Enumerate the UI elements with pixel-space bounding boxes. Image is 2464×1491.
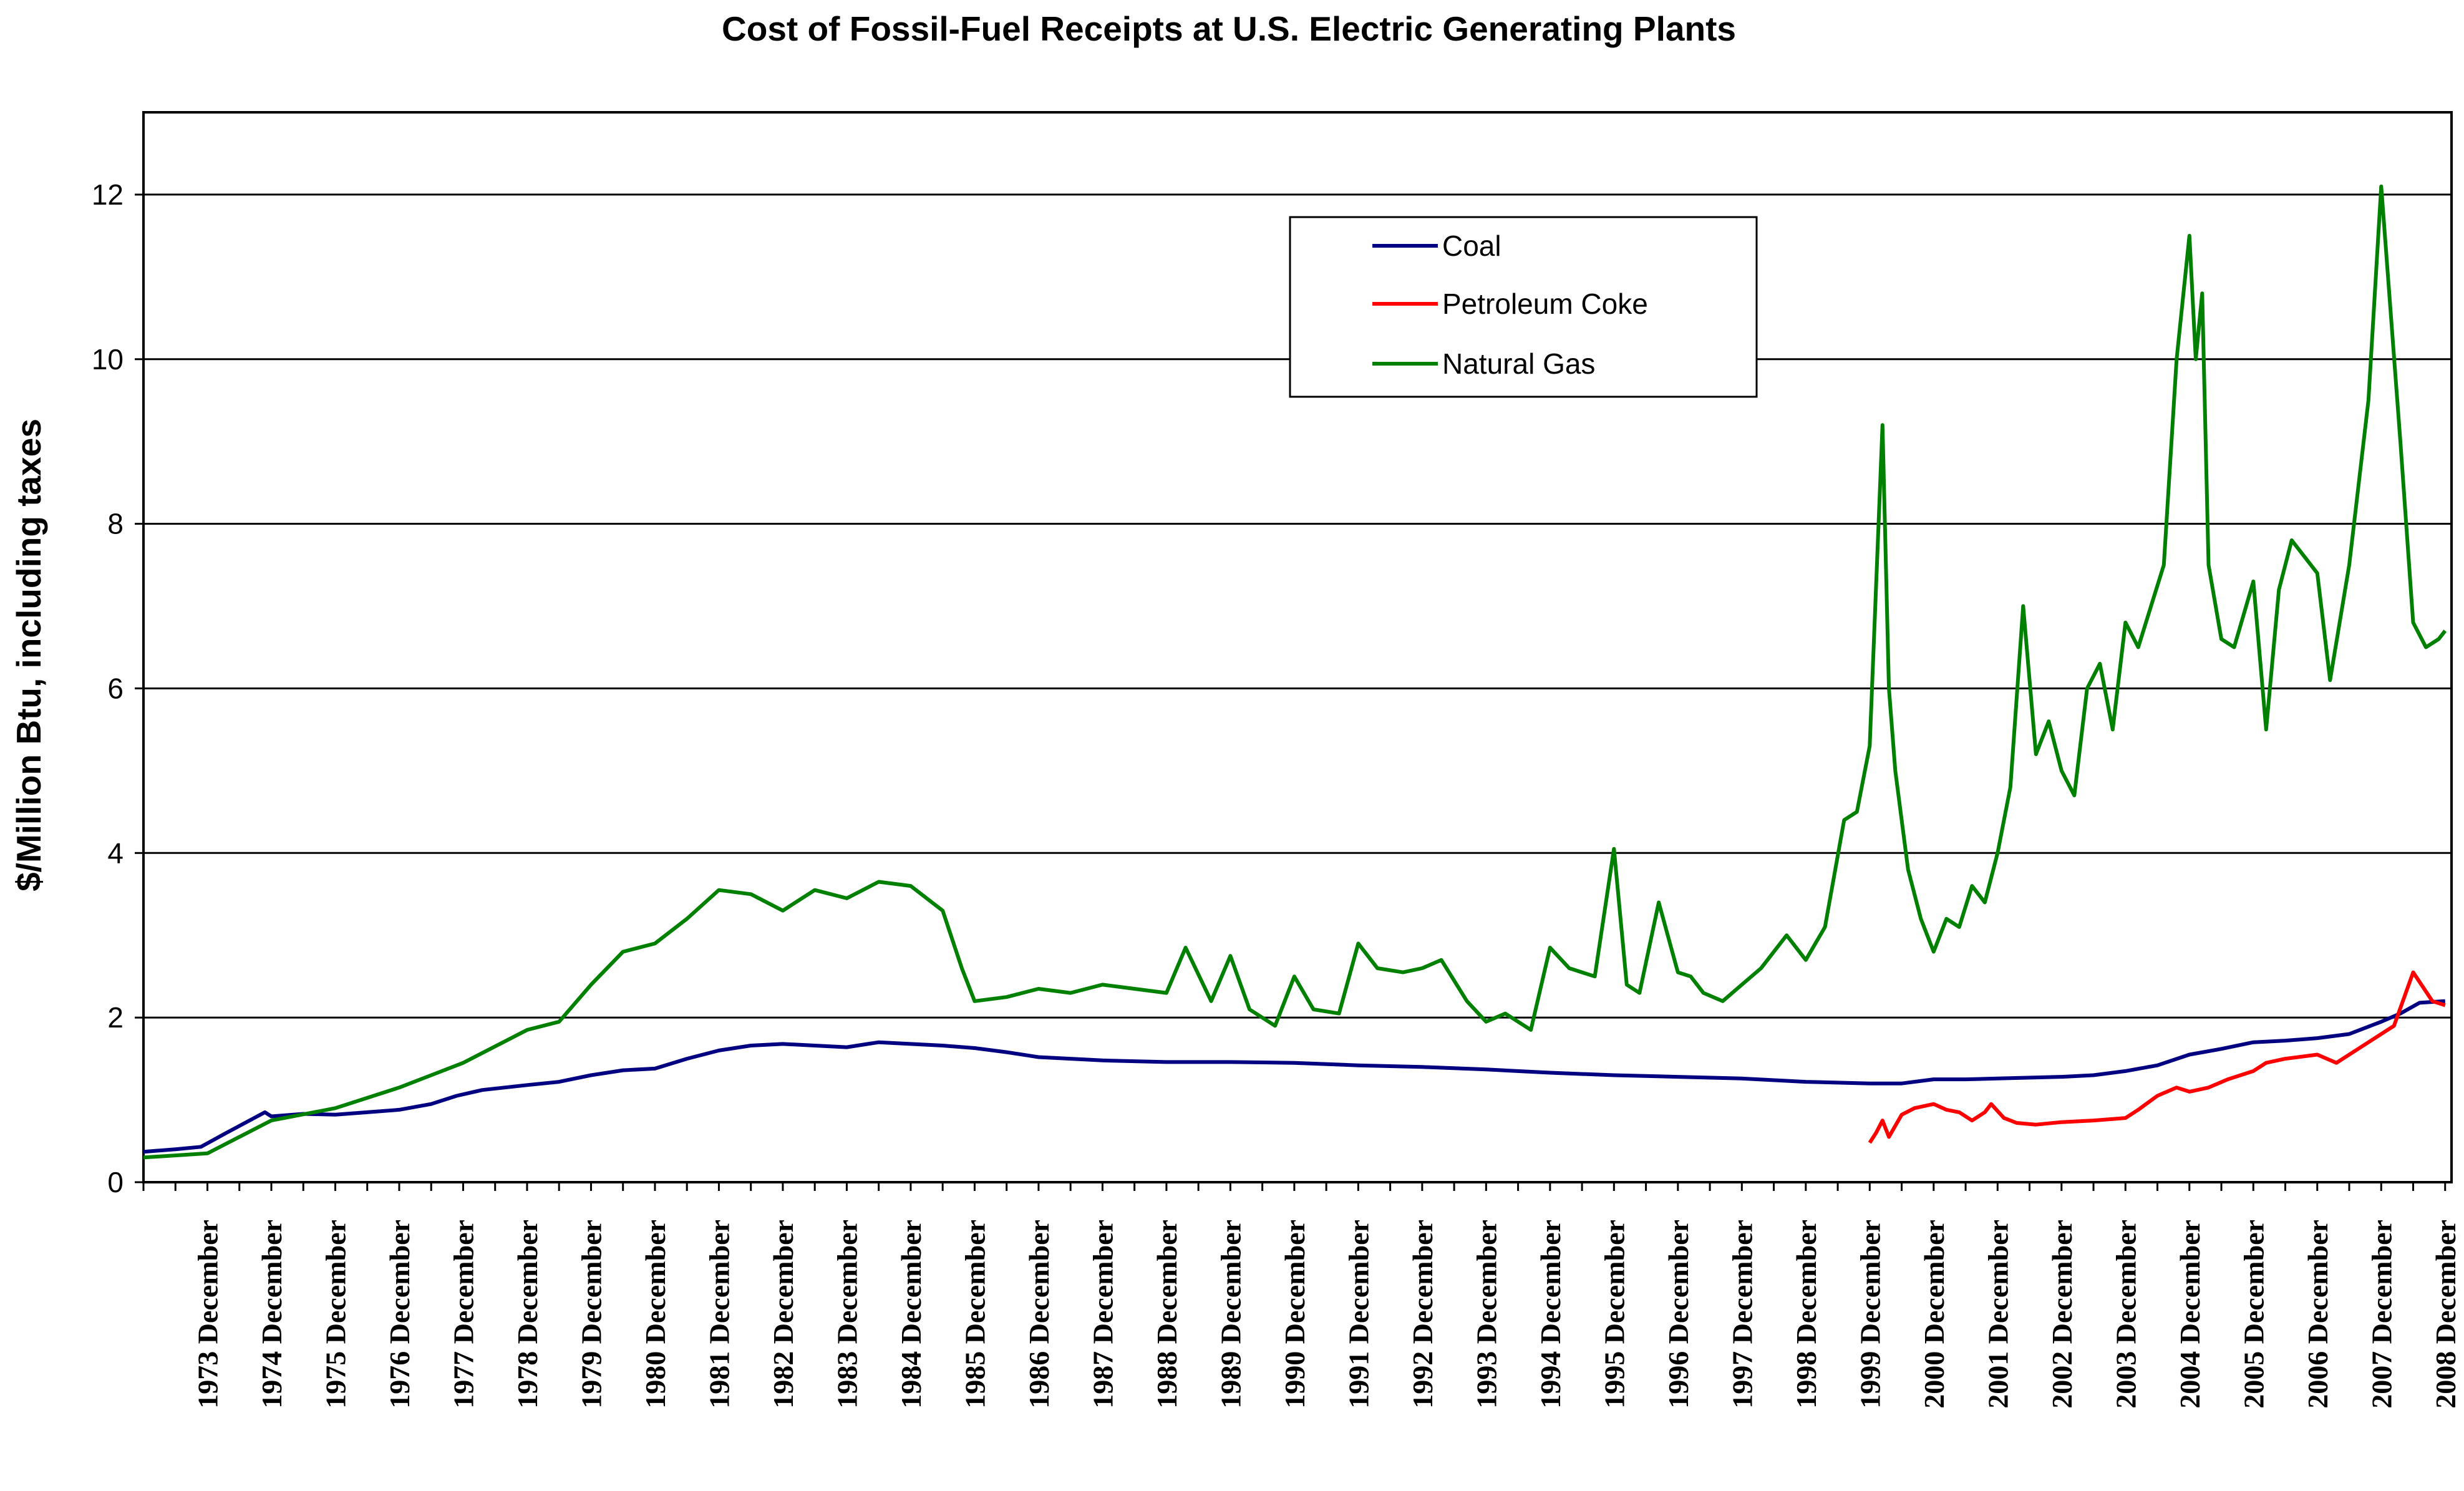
series-group [143, 184, 2447, 1160]
x-tick-label: 1995 December [1598, 1220, 1630, 1409]
chart-title: Cost of Fossil-Fuel Receipts at U.S. Ele… [722, 9, 1736, 48]
y-tick-label: 0 [107, 1166, 124, 1198]
series-line-coal [143, 999, 2445, 1154]
x-tick-label: 1974 December [256, 1220, 288, 1409]
x-tick-label: 2008 December [2430, 1220, 2462, 1409]
x-tick-label: 1986 December [1023, 1220, 1055, 1409]
x-tick-label: 1978 December [512, 1220, 543, 1409]
x-tick-label: 2000 December [1918, 1220, 1950, 1409]
legend-label-petroleum-coke: Petroleum Coke [1442, 288, 1648, 320]
x-tick-label: 2003 December [2110, 1220, 2141, 1409]
x-axis: 1973 December 1974 December 1975 December 1… [142, 1182, 2462, 1409]
x-tick-label: 1983 December [831, 1220, 863, 1409]
y-axis-label: $/Million Btu, including taxes [9, 419, 48, 891]
x-tick-label: 1992 December [1407, 1220, 1438, 1409]
x-tick-label: 2001 December [1982, 1220, 2014, 1409]
x-tick-label: 2002 December [2046, 1220, 2078, 1409]
x-tick-label: 1979 December [575, 1220, 607, 1409]
y-tick-label: 10 [92, 343, 124, 376]
series-line-natural-gas [143, 184, 2447, 1160]
x-tick-label: 1984 December [895, 1220, 927, 1409]
y-tick-label: 2 [107, 1001, 124, 1034]
x-tick-label: 2007 December [2365, 1220, 2397, 1409]
x-tick-label: 1975 December [319, 1220, 351, 1409]
x-tick-label: 1999 December [1854, 1220, 1886, 1409]
legend-label-natural-gas: Natural Gas [1442, 347, 1595, 380]
y-tick-label: 4 [107, 837, 124, 869]
x-tick-label: 1982 December [767, 1220, 799, 1409]
legend-label-coal: Coal [1442, 230, 1501, 262]
x-tick-label: 1981 December [703, 1220, 735, 1409]
series-line-petroleum-coke [1868, 970, 2446, 1144]
x-tick-label: 1994 December [1535, 1220, 1566, 1409]
x-tick-label: 1993 December [1470, 1220, 1502, 1409]
x-tick-label: 1976 December [384, 1220, 415, 1409]
legend-box [1289, 216, 1758, 398]
y-tick-label: 8 [107, 508, 124, 540]
y-tick-label: 12 [92, 178, 124, 211]
x-tick-label: 2004 December [2174, 1220, 2206, 1409]
x-tick-label: 1985 December [959, 1220, 991, 1409]
y-axis: 0 2 4 6 8 10 12 [92, 178, 143, 1198]
x-tick-label: 1980 December [639, 1220, 671, 1409]
y-tick-label: 6 [107, 672, 124, 704]
x-tick-label: 1990 December [1279, 1220, 1311, 1409]
x-tick-label: 1989 December [1215, 1220, 1246, 1409]
plot-area [142, 111, 2453, 1183]
x-tick-label: 2005 December [2238, 1220, 2269, 1409]
x-tick-label: 1973 December [192, 1220, 223, 1409]
x-tick-label: 1977 December [447, 1220, 479, 1409]
x-tick-label: 1998 December [1790, 1220, 1822, 1409]
x-tick-label: 1988 December [1151, 1220, 1183, 1409]
x-tick-label: 1997 December [1726, 1220, 1758, 1409]
x-tick-label: 1996 December [1662, 1220, 1694, 1409]
x-tick-label: 1987 December [1087, 1220, 1118, 1409]
legend: Coal Petroleum Coke Natural Gas [1289, 216, 1758, 398]
x-tick-label: 2006 December [2302, 1220, 2334, 1409]
x-tick-label: 1991 December [1342, 1220, 1374, 1409]
